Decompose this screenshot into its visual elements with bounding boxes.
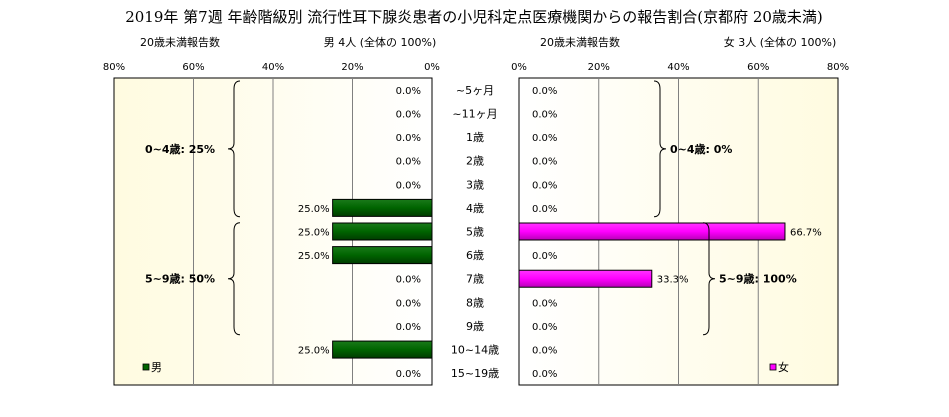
female-age-group-brace — [653, 80, 667, 218]
left-tick-label: 20% — [341, 62, 363, 73]
male-bar — [332, 198, 433, 217]
male-legend-swatch — [142, 363, 150, 371]
right-header-count-label: 20歳未満報告数 — [540, 36, 620, 49]
male-bar — [332, 222, 433, 241]
male-age-group-brace — [227, 80, 241, 218]
category-label: 1歳 — [466, 131, 484, 144]
male-value-label: 0.0% — [396, 157, 421, 168]
right-tick-label: 40% — [667, 62, 689, 73]
chart-title: 2019年 第7週 年齢階級別 流行性耳下腺炎患者の小児科定点医療機関からの報告… — [125, 8, 823, 26]
female-legend-swatch — [769, 363, 777, 371]
male-value-label: 0.0% — [396, 298, 421, 309]
category-label: 8歳 — [466, 296, 484, 309]
female-bar — [518, 269, 653, 288]
left-header-count-label: 20歳未満報告数 — [140, 36, 220, 49]
male-value-label: 0.0% — [396, 133, 421, 144]
left-header-total-label: 男 4人 (全体の 100%) — [324, 35, 437, 49]
category-label: 5歳 — [466, 226, 484, 239]
male-bar — [332, 340, 433, 359]
male-value-label: 25.0% — [298, 346, 330, 357]
category-label: ~11ヶ月 — [452, 107, 497, 120]
female-age-group-label: 5~9歳: 100% — [719, 272, 797, 286]
category-label: ~5ヶ月 — [456, 84, 494, 97]
male-age-group-brace — [227, 222, 241, 336]
male-age-group-label: 5~9歳: 50% — [145, 272, 215, 286]
male-bar — [332, 246, 433, 265]
right-tick-label: 80% — [827, 62, 849, 73]
male-age-group-label: 0~4歳: 25% — [145, 142, 215, 156]
female-value-label: 66.7% — [790, 228, 822, 239]
category-label: 2歳 — [466, 155, 484, 168]
category-label: 6歳 — [466, 249, 484, 262]
male-value-label: 0.0% — [396, 369, 421, 380]
female-value-label: 0.0% — [532, 86, 557, 97]
male-legend-label: 男 — [151, 361, 162, 374]
category-label: 7歳 — [466, 273, 484, 286]
female-value-label: 0.0% — [532, 369, 557, 380]
category-label: 3歳 — [466, 178, 484, 191]
right-tick-label: 0% — [511, 62, 527, 73]
male-value-label: 25.0% — [298, 204, 330, 215]
left-tick-label: 0% — [424, 62, 440, 73]
female-value-label: 0.0% — [532, 157, 557, 168]
female-bar — [518, 222, 786, 241]
right-tick-label: 60% — [747, 62, 769, 73]
female-age-group-label: 0~4歳: 0% — [670, 142, 732, 156]
female-value-label: 0.0% — [532, 204, 557, 215]
female-value-label: 0.0% — [532, 322, 557, 333]
female-value-label: 33.3% — [657, 275, 689, 286]
male-value-label: 0.0% — [396, 275, 421, 286]
category-label: 9歳 — [466, 320, 484, 333]
category-label: 4歳 — [466, 202, 484, 215]
left-tick-label: 60% — [182, 62, 204, 73]
male-value-label: 0.0% — [396, 180, 421, 191]
female-value-label: 0.0% — [532, 298, 557, 309]
female-value-label: 0.0% — [532, 133, 557, 144]
female-value-label: 0.0% — [532, 109, 557, 120]
category-label: 10~14歳 — [451, 344, 499, 357]
female-legend-label: 女 — [778, 360, 789, 374]
right-tick-label: 20% — [588, 62, 610, 73]
left-tick-label: 40% — [262, 62, 284, 73]
male-value-label: 0.0% — [396, 322, 421, 333]
male-value-label: 25.0% — [298, 228, 330, 239]
right-header-total-label: 女 3人 (全体の 100%) — [724, 35, 837, 49]
male-value-label: 0.0% — [396, 86, 421, 97]
male-value-label: 0.0% — [396, 109, 421, 120]
female-value-label: 0.0% — [532, 180, 557, 191]
female-value-label: 0.0% — [532, 251, 557, 262]
left-tick-label: 80% — [103, 62, 125, 73]
male-value-label: 25.0% — [298, 251, 330, 262]
female-age-group-brace — [702, 222, 716, 336]
category-label: 15~19歳 — [451, 367, 499, 380]
female-value-label: 0.0% — [532, 346, 557, 357]
